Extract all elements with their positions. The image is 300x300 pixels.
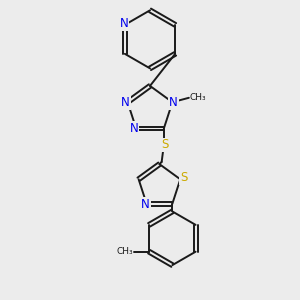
Text: N: N [121,96,130,109]
Text: S: S [161,139,169,152]
Text: N: N [119,17,128,30]
Text: CH₃: CH₃ [117,247,133,256]
Text: N: N [141,198,150,212]
Text: N: N [130,122,138,135]
Text: S: S [180,171,187,184]
Text: N: N [169,96,178,109]
Text: CH₃: CH₃ [189,93,206,102]
